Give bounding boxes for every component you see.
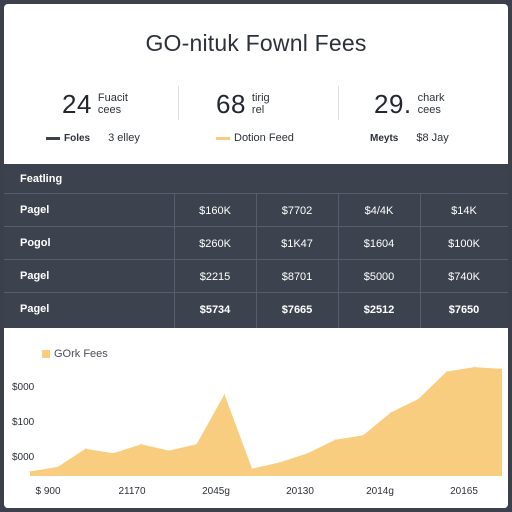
table-cell: $160K [199,204,231,217]
table-row[interactable]: Pagel $160K $7702 $4/4K $14K [4,194,508,227]
stat-divider [178,86,179,120]
legend-item-3-label: Meyts [370,132,399,144]
x-tick-label: 2014g [366,486,394,497]
data-point [140,443,142,445]
x-tick-label: 20130 [286,486,314,497]
legend-item-2-label: Dotion Feed [234,132,294,144]
data-point [501,368,503,370]
table-cell: $1K47 [281,237,313,250]
table-row[interactable]: Pagel $5734 $7665 $2512 $7650 [4,293,508,326]
row-label: Pagel [20,270,50,282]
table-row[interactable]: Pagel $2215 $8701 $5000 $740K [4,260,508,293]
row-label: Pagel [20,204,50,216]
data-point [196,443,198,445]
table-row[interactable]: Pogol $260K $1K47 $1604 $100K [4,227,508,260]
y-tick-label: $000 [12,382,35,393]
stat-3-value: 29. [374,88,412,119]
yellow-swatch-icon [42,350,50,358]
data-point [307,452,309,454]
table-cell: $7665 [281,303,313,316]
table-cell: $100K [448,237,480,250]
x-tick-label: 2045g [202,486,230,497]
data-point [334,439,336,441]
column-divider [256,194,257,328]
stat-1: 24 Fuacit cees [62,84,128,124]
table-cell: $5000 [363,270,395,283]
data-point [418,398,420,400]
table-cell: $2215 [199,270,231,283]
stat-2-label-top: tirig [251,92,270,104]
legend-item-2: Dotion Feed [216,132,294,144]
stat-3-label-top: chark [417,92,445,104]
chart-legend-label: GOrk Fees [54,348,108,360]
data-point [446,371,447,373]
column-divider [420,194,421,328]
table-cell: $7702 [281,204,313,217]
row-label: Pagel [20,303,50,315]
stat-2-label-bottom: rel [251,104,265,116]
data-point [279,461,281,463]
data-point [223,393,225,395]
data-table: Featling Pagel $160K $7702 $4/4K $14K Po… [4,164,508,328]
table-cell: $740K [448,270,480,283]
data-point [473,366,475,368]
table-cell: $5734 [199,303,231,316]
legend-item-1-value: 3 elley [108,132,140,144]
stat-1-value: 24 [62,88,92,119]
x-tick-label: 21170 [118,486,146,497]
area-series-fill [30,367,502,476]
table-cell: $1604 [363,237,395,250]
page-title: GO-nituk Fownl Fees [145,30,367,56]
y-tick-label: $000 [12,452,35,463]
legend-item-1-label: Foles [64,132,91,144]
data-point [112,452,114,454]
chart-legend: GOrk Fees [42,348,108,360]
dashboard-card: GO-nituk Fownl Fees 24 Fuacit cees 68 ti… [4,4,508,508]
stat-2-value: 68 [216,88,246,119]
table-cell: $7650 [448,303,480,316]
x-tick-label: $ 900 [35,486,61,497]
data-point [57,466,59,468]
table-cell: $4/4K [364,204,394,217]
data-point [251,468,253,470]
yellow-swatch-icon [216,136,230,140]
data-point [168,450,170,452]
stat-2: 68 tirig rel [216,84,270,124]
dark-swatch-icon [46,136,60,140]
stat-3: 29. chark cees [374,84,445,124]
stat-divider [338,86,339,120]
column-divider [338,194,339,328]
data-point [362,434,364,436]
column-divider [174,194,175,328]
data-point [390,412,392,413]
stat-1-label-bottom: cees [97,104,122,116]
data-point [29,471,31,472]
table-cell: $14K [451,204,477,217]
legend-item-3-value: $8 Jay [416,132,449,144]
table-cell: $2512 [363,303,395,316]
table-header-row: Featling [4,164,508,194]
row-label: Pogol [20,237,51,249]
legend-item-3: Meyts $8 Jay [370,132,449,144]
data-point [85,448,86,450]
stat-1-label-top: Fuacit [97,92,128,104]
area-chart-svg [29,366,503,476]
y-tick-label: $100 [12,417,35,428]
table-header-label: Featling [20,173,63,185]
x-tick-label: 20165 [450,486,478,497]
stat-3-label-bottom: cees [417,104,441,116]
legend-item-1: Foles 3 elley [46,132,140,144]
table-cell: $260K [199,237,231,250]
table-cell: $8701 [281,270,313,283]
area-chart: GOrk Fees $000 $100 $000 $ 900 21170 204… [4,328,508,508]
